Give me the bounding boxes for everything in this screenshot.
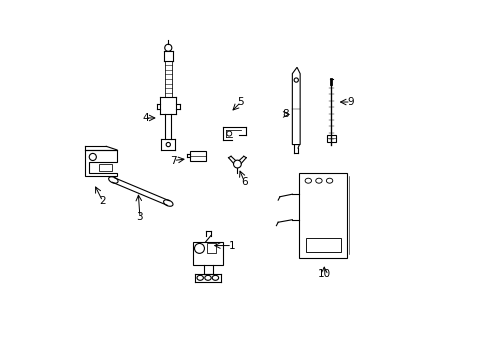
Text: 9: 9 [347,97,353,107]
Text: 5: 5 [237,97,244,107]
Text: 1: 1 [228,240,235,251]
Text: 4: 4 [142,113,148,123]
Text: 2: 2 [99,196,106,206]
Text: 6: 6 [241,177,247,187]
Text: 10: 10 [317,269,330,279]
Text: 8: 8 [282,109,288,120]
Text: 3: 3 [136,212,143,222]
Text: 7: 7 [170,156,177,166]
